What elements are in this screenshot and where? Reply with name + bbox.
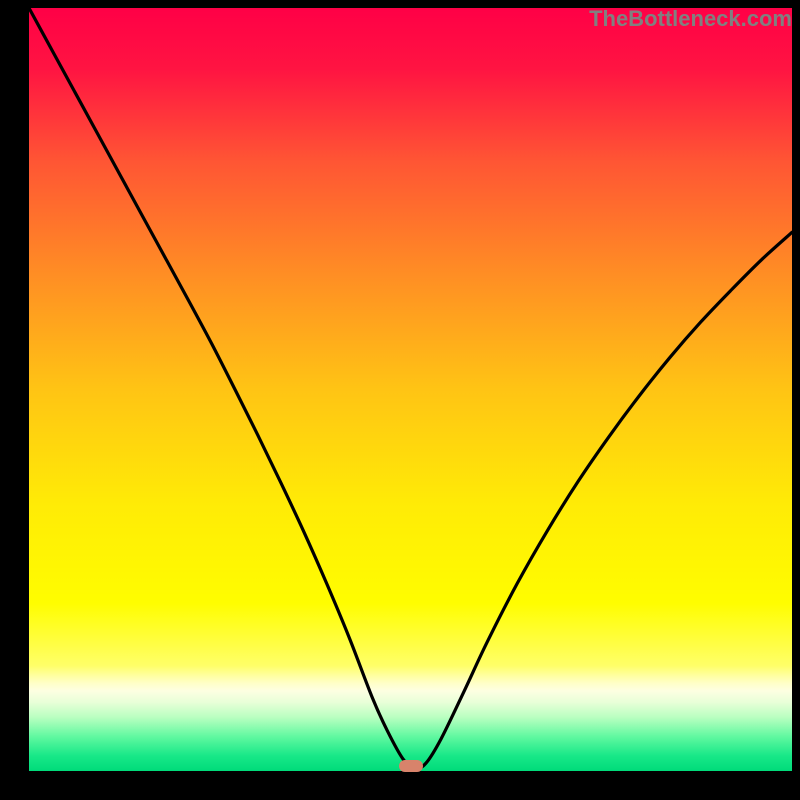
watermark-text: TheBottleneck.com [589, 6, 792, 32]
optimum-marker [399, 760, 423, 772]
bottleneck-curve [0, 0, 800, 800]
plot-area: TheBottleneck.com [0, 0, 800, 800]
